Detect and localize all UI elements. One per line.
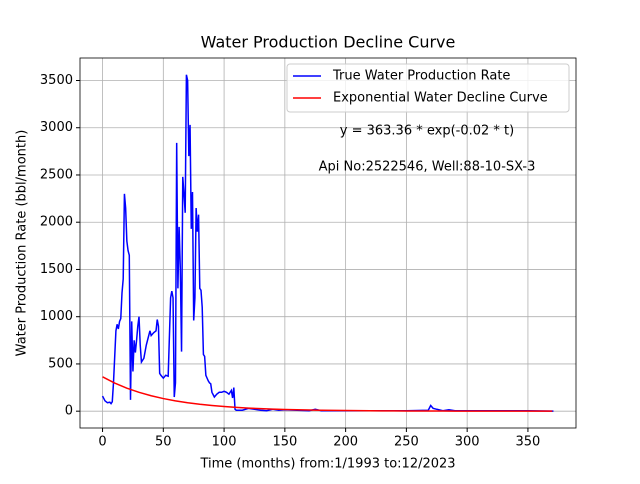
x-axis-label: Time (months) from:1/1993 to:12/2023: [199, 457, 455, 472]
x-tick-label: 50: [155, 435, 172, 450]
legend-box: [286, 63, 570, 113]
y-tick-label: 3000: [40, 120, 73, 135]
y-tick-label: 3500: [40, 73, 73, 88]
plot-frame: [79, 57, 577, 429]
y-tick-label: 500: [48, 356, 73, 371]
y-tick-label: 2500: [40, 167, 73, 182]
x-tick-label: 300: [455, 435, 480, 450]
x-tick-label: 200: [333, 435, 358, 450]
annotation: Api No:2522546, Well:88-10-SX-3: [319, 160, 536, 175]
legend-label: True Water Production Rate: [332, 69, 510, 84]
legend-label: Exponential Water Decline Curve: [333, 91, 548, 106]
x-tick-label: 150: [272, 435, 297, 450]
data-line: [101, 74, 554, 412]
x-tick-label: 0: [98, 435, 106, 450]
chart-title: Water Production Decline Curve: [201, 33, 456, 52]
data-line: [102, 376, 553, 412]
annotation: y = 363.36 * exp(-0.02 * t): [340, 124, 514, 139]
y-axis-label: Water Production Rate (bbl/month): [15, 130, 30, 357]
y-tick-label: 1500: [40, 262, 73, 277]
x-tick-label: 350: [516, 435, 541, 450]
x-tick-label: 250: [394, 435, 419, 450]
y-tick-label: 1000: [40, 309, 73, 324]
x-tick-label: 100: [212, 435, 237, 450]
y-tick-label: 2000: [40, 215, 73, 230]
y-tick-label: 0: [65, 404, 73, 419]
